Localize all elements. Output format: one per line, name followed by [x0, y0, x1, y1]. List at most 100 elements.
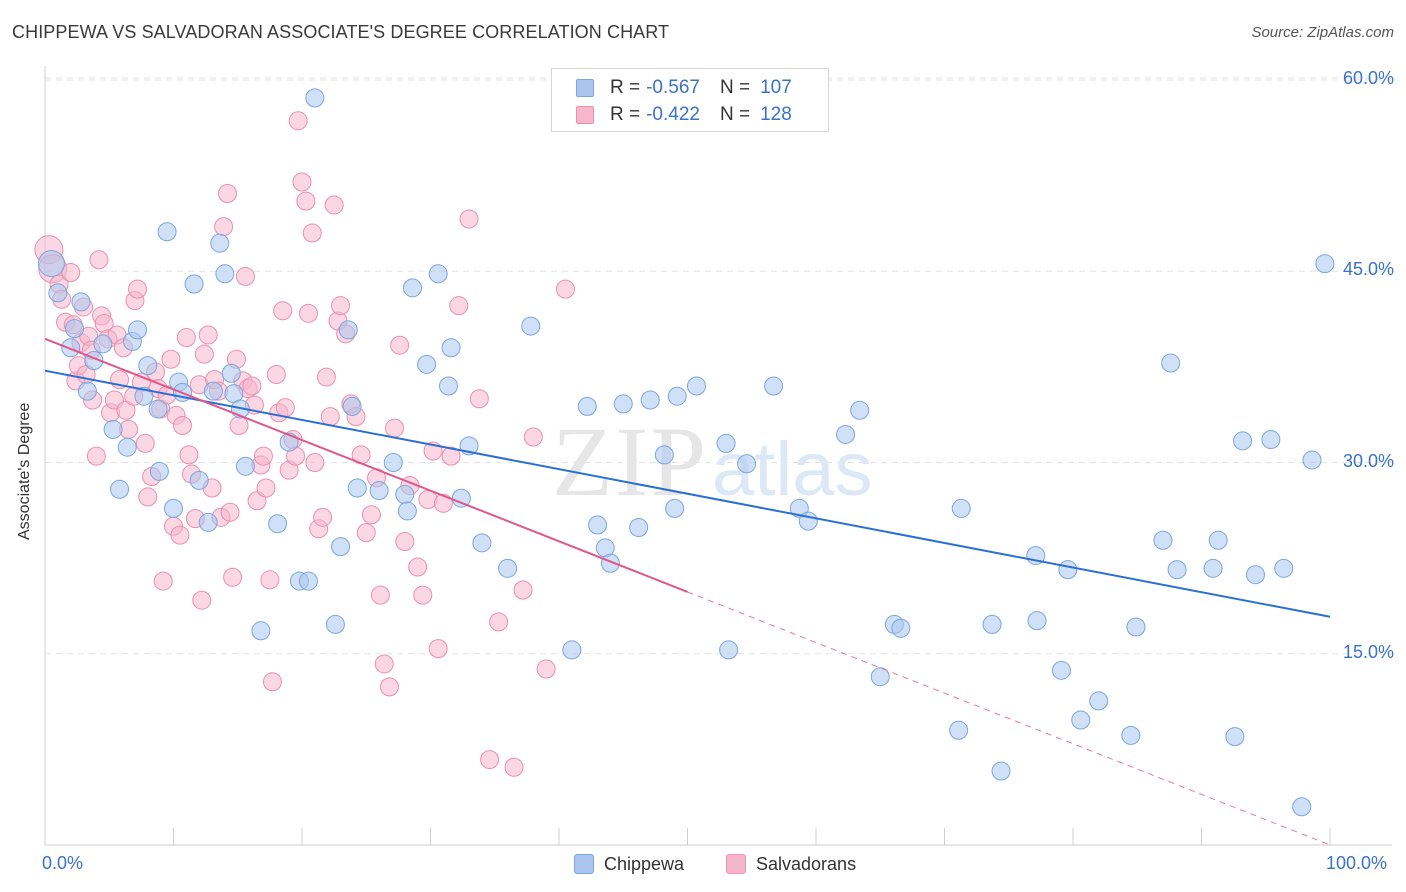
salvadorans-point: [86, 446, 106, 466]
salvadorans-point: [179, 445, 199, 465]
chippewa-point: [1153, 530, 1173, 550]
chippewa-point: [184, 274, 204, 294]
legend-n-label: N =: [719, 77, 751, 98]
chippewa-point: [640, 390, 660, 410]
legend-n-value: 107: [760, 77, 792, 98]
chippewa-point: [347, 478, 367, 498]
trend-lines: [44, 337, 1331, 846]
chippewa-point: [613, 394, 633, 414]
chippewa-point: [138, 356, 158, 376]
salvadorans-point: [555, 279, 575, 299]
chippewa-point: [48, 283, 68, 303]
salvadorans-point: [296, 191, 316, 211]
chippewa-point: [836, 424, 856, 444]
salvadorans-point: [288, 111, 308, 131]
legend-r-label: R =: [610, 77, 641, 98]
legend-n-label: N =: [719, 104, 751, 125]
salvadorans-point: [374, 654, 394, 674]
chippewa-point: [891, 618, 911, 638]
bottom-legend-label-salvadorans: Salvadorans: [756, 853, 857, 874]
chippewa-point: [949, 720, 969, 740]
chippewa-point: [1292, 797, 1312, 817]
chippewa-point: [210, 233, 230, 253]
bottom-legend-salvadorans: Salvadorans: [726, 852, 856, 876]
chippewa-point: [117, 437, 137, 457]
chippewa-point: [737, 454, 757, 474]
salvadorans-point: [316, 367, 336, 387]
salvadorans-point: [192, 590, 212, 610]
chippewa-point: [148, 399, 168, 419]
salvadorans-point: [413, 585, 433, 605]
chippewa-point: [61, 338, 81, 358]
salvadorans-point: [61, 263, 81, 283]
chippewa-point: [1089, 691, 1109, 711]
salvadorans-point: [523, 427, 543, 447]
legend-row-salvadorans: R = -0.422 N = 128: [576, 103, 792, 127]
chippewa-point: [395, 484, 415, 504]
chippewa-point: [1225, 727, 1245, 747]
salvadorans-point: [253, 446, 273, 466]
chippewa-point: [991, 761, 1011, 781]
salvadorans-point: [305, 453, 325, 472]
chippewa-point: [719, 640, 739, 660]
salvadorans-point: [242, 376, 262, 396]
chippewa-point: [149, 461, 169, 481]
salvadorans-point: [223, 567, 243, 587]
chippewa-point: [870, 667, 890, 687]
chippewa-point: [1167, 560, 1187, 580]
bottom-legend-chippewa: Chippewa: [574, 852, 684, 876]
salvadorans-point: [428, 639, 448, 659]
chippewa-point: [93, 334, 113, 354]
salvadorans-point: [194, 344, 214, 364]
salvadorans-point: [266, 365, 286, 385]
salvadorans-point: [292, 172, 312, 192]
salvadorans-point: [275, 398, 295, 418]
axes: [44, 66, 1392, 846]
chippewa-point: [951, 498, 971, 518]
legend-row-chippewa: R = -0.567 N = 107: [576, 76, 792, 100]
salvadorans-point: [153, 571, 173, 591]
chippewa-point: [428, 264, 448, 284]
chippewa-point: [189, 470, 209, 490]
salvadorans-trend-line-extension: [687, 591, 1331, 846]
salvadorans-point: [320, 407, 340, 427]
chippewa-point: [1203, 558, 1223, 578]
x-tick-label-max: 100.0%: [1326, 853, 1388, 873]
chippewa-point: [397, 501, 417, 521]
chippewa-point: [629, 518, 649, 538]
chippewa-point: [850, 400, 870, 420]
chippewa-point: [383, 453, 403, 472]
salvadorans-point: [449, 296, 469, 316]
chippewa-point: [686, 376, 706, 396]
chippewa-points: [37, 88, 1335, 817]
chippewa-point: [665, 498, 685, 518]
salvadorans-point: [390, 335, 410, 355]
salvadorans-point: [217, 183, 237, 203]
chippewa-point: [472, 533, 492, 553]
chippewa-point: [1315, 254, 1335, 274]
chippewa-point: [438, 376, 458, 396]
salvadorans-point: [356, 523, 376, 543]
y-tick-label: 60.0%: [1342, 68, 1394, 88]
chippewa-point: [1208, 530, 1228, 550]
chippewa-point: [982, 614, 1002, 634]
source-credit: Source: ZipAtlas.com: [1251, 24, 1394, 41]
chippewa-point: [65, 319, 85, 339]
salvadorans-point: [469, 389, 489, 409]
salvadorans-point: [504, 757, 524, 777]
chippewa-point: [1058, 560, 1078, 580]
salvadorans-point: [441, 446, 461, 466]
salvadorans-point: [370, 585, 390, 605]
chippewa-point: [331, 537, 351, 557]
legend: R = -0.567 N = 107 R = -0.422 N = 128: [551, 68, 829, 132]
chippewa-point: [71, 292, 91, 312]
chippewa-point: [716, 433, 736, 453]
salvadorans-point: [235, 266, 255, 286]
chippewa-point: [1126, 617, 1146, 637]
chippewa-point: [403, 278, 423, 298]
chart-title: CHIPPEWA VS SALVADORAN ASSOCIATE'S DEGRE…: [12, 22, 670, 42]
salvadorans-point: [298, 303, 318, 323]
salvadorans-point: [262, 672, 282, 692]
chippewa-point: [588, 515, 608, 535]
chippewa-point: [103, 419, 123, 439]
